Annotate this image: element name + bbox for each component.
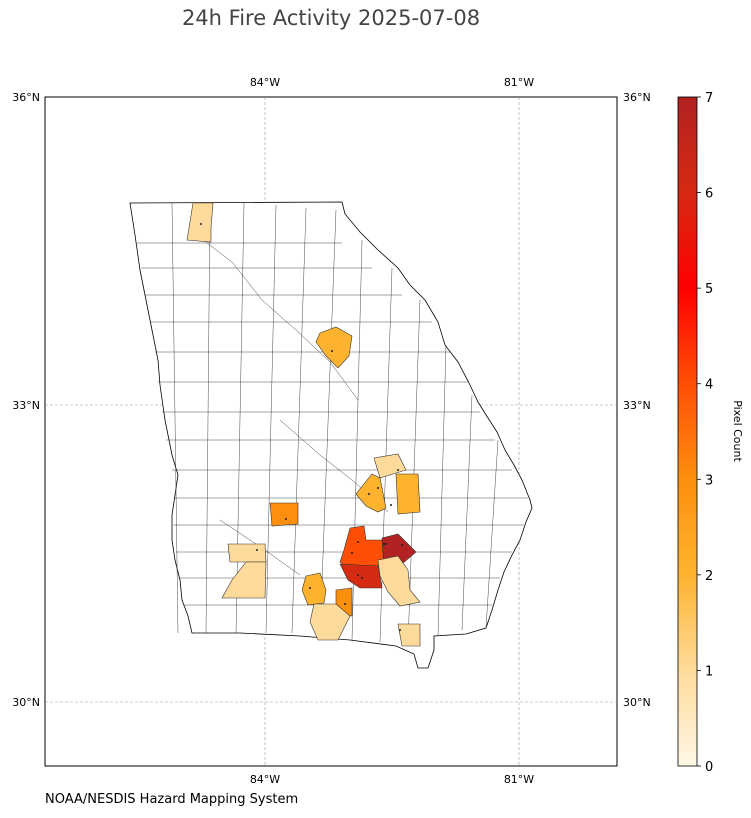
fire-point (285, 518, 287, 520)
fire-point (256, 549, 258, 551)
colorbar-tick-label: 5 (705, 282, 713, 297)
fire-point (344, 603, 346, 605)
tick-left-lat-36n: 36°N (12, 91, 40, 104)
fire-point (200, 223, 202, 225)
state-outline (129, 201, 533, 669)
tick-bottom-lon-81w: 81°W (504, 773, 534, 786)
county-fire-5 (221, 561, 267, 599)
county-fire-13 (373, 453, 407, 479)
tick-bottom-lon-84w: 84°W (250, 773, 280, 786)
fire-point (357, 574, 359, 576)
colorbar-tick-label: 7 (705, 91, 713, 106)
tick-top-lon-81w: 81°W (504, 76, 534, 89)
colorbar-tick-label: 2 (705, 569, 713, 584)
county-fire-2 (315, 326, 353, 369)
county-fire-3 (269, 502, 299, 527)
colorbar-tick-label: 1 (705, 664, 713, 679)
county-fire-14 (395, 473, 421, 515)
fire-point (383, 543, 385, 545)
map-frame (44, 96, 618, 767)
fire-point (399, 629, 401, 631)
fire-point (401, 544, 403, 546)
tick-left-lat-33n: 33°N (12, 399, 40, 412)
county-fire-6 (301, 572, 327, 606)
fire-point (385, 543, 387, 545)
tick-right-lat-33n: 33°N (623, 399, 651, 412)
map-title: 24h Fire Activity 2025-07-08 (181, 6, 481, 30)
county-fire-4 (227, 543, 267, 563)
fire-counties (186, 202, 421, 647)
county-fire-8 (309, 603, 351, 641)
colorbar-label: Pixel Count (731, 400, 744, 462)
fire-point (397, 469, 399, 471)
fire-point (357, 541, 359, 543)
colorbar-ticks: 0 1 2 3 4 5 6 7 (697, 91, 713, 775)
fire-points (200, 223, 403, 631)
colorbar-tick-label: 3 (705, 473, 713, 488)
colorbar-tick-label: 0 (705, 760, 713, 775)
tick-top-lon-84w: 84°W (250, 76, 280, 89)
colorbar-tick-label: 6 (705, 187, 713, 202)
fire-point (368, 493, 370, 495)
colorbar-tick-label: 4 (705, 378, 713, 393)
fire-point (390, 504, 392, 506)
fire-point (351, 552, 353, 554)
county-fire-15 (377, 555, 421, 607)
tick-right-lat-36n: 36°N (623, 91, 651, 104)
county-fire-1 (186, 202, 214, 243)
colorbar (677, 96, 698, 767)
county-fire-16 (397, 623, 421, 647)
fire-point (331, 350, 333, 352)
fire-point (377, 487, 379, 489)
fire-point (309, 587, 311, 589)
credit-text: NOAA/NESDIS Hazard Mapping System (45, 792, 299, 807)
county-fire-10 (339, 563, 383, 589)
fire-point (361, 577, 363, 579)
tick-right-lat-30n: 30°N (623, 696, 651, 709)
tick-left-lat-30n: 30°N (12, 696, 40, 709)
